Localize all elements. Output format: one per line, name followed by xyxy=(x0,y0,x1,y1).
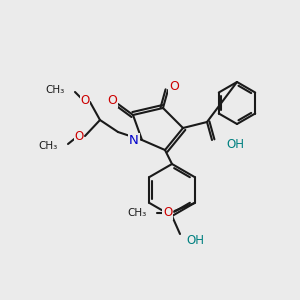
Text: O: O xyxy=(107,94,117,107)
Text: O: O xyxy=(74,130,84,142)
Text: CH₃: CH₃ xyxy=(46,85,65,95)
Text: CH₃: CH₃ xyxy=(127,208,146,218)
Text: O: O xyxy=(169,80,179,94)
Text: OH: OH xyxy=(226,137,244,151)
Text: N: N xyxy=(129,134,139,146)
Text: CH₃: CH₃ xyxy=(39,141,58,151)
Text: O: O xyxy=(163,206,172,220)
Text: OH: OH xyxy=(186,233,204,247)
Text: O: O xyxy=(80,94,90,106)
